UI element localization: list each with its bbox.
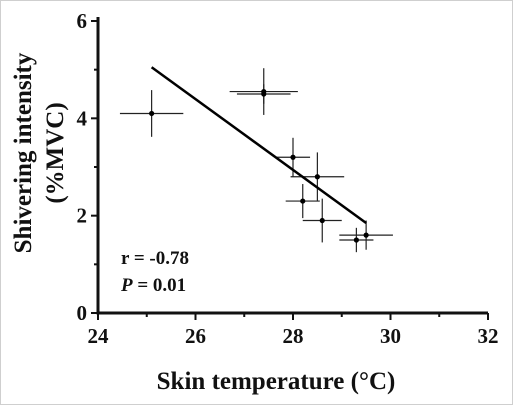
x-tick-label: 26 — [185, 324, 206, 348]
axes — [96, 17, 488, 315]
y-tick-label: 0 — [77, 301, 88, 325]
data-point — [314, 174, 320, 180]
data-point — [261, 91, 267, 97]
x-axis-title: Skin temperature (°C) — [157, 368, 396, 395]
y-axis-title-line2: (%MVC) — [42, 102, 69, 203]
y-tick-label: 6 — [77, 9, 88, 33]
ticks — [91, 20, 489, 320]
data-point — [363, 232, 369, 238]
y-axis-title-line1: Shivering intensity — [10, 52, 37, 253]
regression-line — [150, 66, 367, 224]
data-point — [353, 237, 359, 243]
data-point — [149, 110, 155, 117]
data-point — [319, 217, 325, 224]
p-value: = 0.01 — [133, 275, 187, 296]
p-value-label: P = 0.01 — [120, 275, 186, 296]
x-tick-label: 32 — [478, 324, 499, 348]
fit-line-group — [150, 66, 367, 224]
x-tick-label: 28 — [283, 324, 304, 348]
data-points — [149, 88, 369, 243]
x-tick-label: 24 — [88, 324, 110, 348]
y-tick-label: 2 — [77, 204, 88, 228]
x-tick-label: 30 — [380, 324, 401, 348]
correlation-r-label: r = -0.78 — [121, 248, 189, 269]
p-symbol: P — [120, 275, 133, 296]
y-tick-label: 4 — [77, 106, 88, 130]
error-bars — [119, 68, 393, 253]
data-point — [300, 198, 306, 204]
data-point — [290, 154, 296, 160]
